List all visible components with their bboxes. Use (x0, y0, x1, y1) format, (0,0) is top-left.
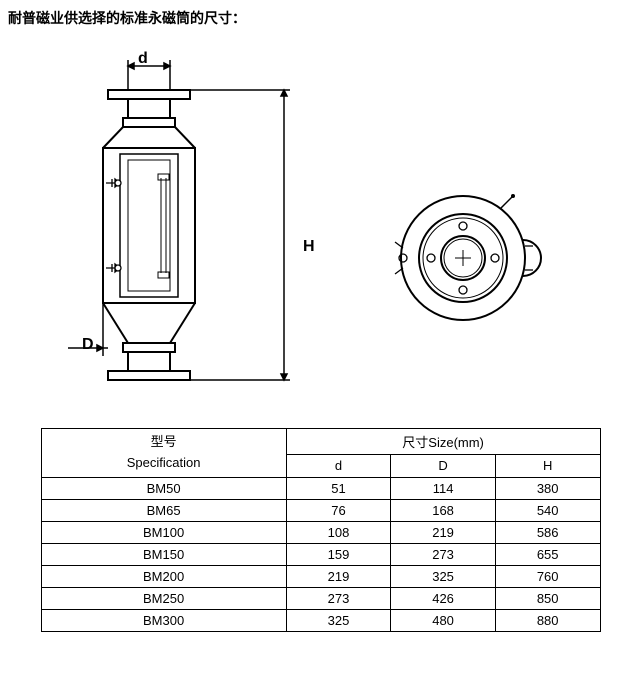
cell-d: 108 (286, 521, 391, 543)
col-d-header: d (286, 455, 391, 477)
spec-table-body: BM50 51 114 380 BM65 76 168 540 BM100 10… (41, 477, 600, 631)
cell-D: 219 (391, 521, 496, 543)
cell-H: 655 (495, 543, 600, 565)
table-row: BM250 273 426 850 (41, 587, 600, 609)
table-row: BM200 219 325 760 (41, 565, 600, 587)
col-H-header: H (495, 455, 600, 477)
cell-spec: BM300 (41, 609, 286, 631)
table-row: BM65 76 168 540 (41, 499, 600, 521)
page-title: 耐普磁业供选择的标准永磁筒的尺寸： (8, 8, 633, 28)
col-D-header: D (391, 455, 496, 477)
spec-table: 型号 Specification 尺寸Size(mm) d D H BM50 5… (41, 428, 601, 632)
col-size-header: 尺寸Size(mm) (286, 429, 600, 455)
cell-D: 426 (391, 587, 496, 609)
cell-D: 480 (391, 609, 496, 631)
side-view-svg (68, 38, 368, 408)
cell-d: 219 (286, 565, 391, 587)
cell-d: 325 (286, 609, 391, 631)
cell-d: 159 (286, 543, 391, 565)
cell-spec: BM50 (41, 477, 286, 499)
cell-spec: BM250 (41, 587, 286, 609)
table-row: BM300 325 480 880 (41, 609, 600, 631)
cell-d: 51 (286, 477, 391, 499)
cell-D: 114 (391, 477, 496, 499)
cell-H: 540 (495, 499, 600, 521)
cell-H: 850 (495, 587, 600, 609)
cell-spec: BM200 (41, 565, 286, 587)
table-row: BM50 51 114 380 (41, 477, 600, 499)
cell-spec: BM100 (41, 521, 286, 543)
cell-D: 273 (391, 543, 496, 565)
cell-D: 325 (391, 565, 496, 587)
cell-d: 76 (286, 499, 391, 521)
cell-H: 880 (495, 609, 600, 631)
spec-header-1: 型号 (151, 434, 177, 449)
cell-H: 760 (495, 565, 600, 587)
col-spec-header: 型号 Specification (41, 429, 286, 478)
table-row: BM150 159 273 655 (41, 543, 600, 565)
cell-D: 168 (391, 499, 496, 521)
table-row: BM100 108 219 586 (41, 521, 600, 543)
cell-d: 273 (286, 587, 391, 609)
technical-drawing: d D H (8, 38, 633, 408)
cell-H: 586 (495, 521, 600, 543)
top-view-svg (373, 168, 573, 368)
cell-spec: BM65 (41, 499, 286, 521)
cell-H: 380 (495, 477, 600, 499)
cell-spec: BM150 (41, 543, 286, 565)
spec-header-2: Specification (127, 455, 201, 470)
